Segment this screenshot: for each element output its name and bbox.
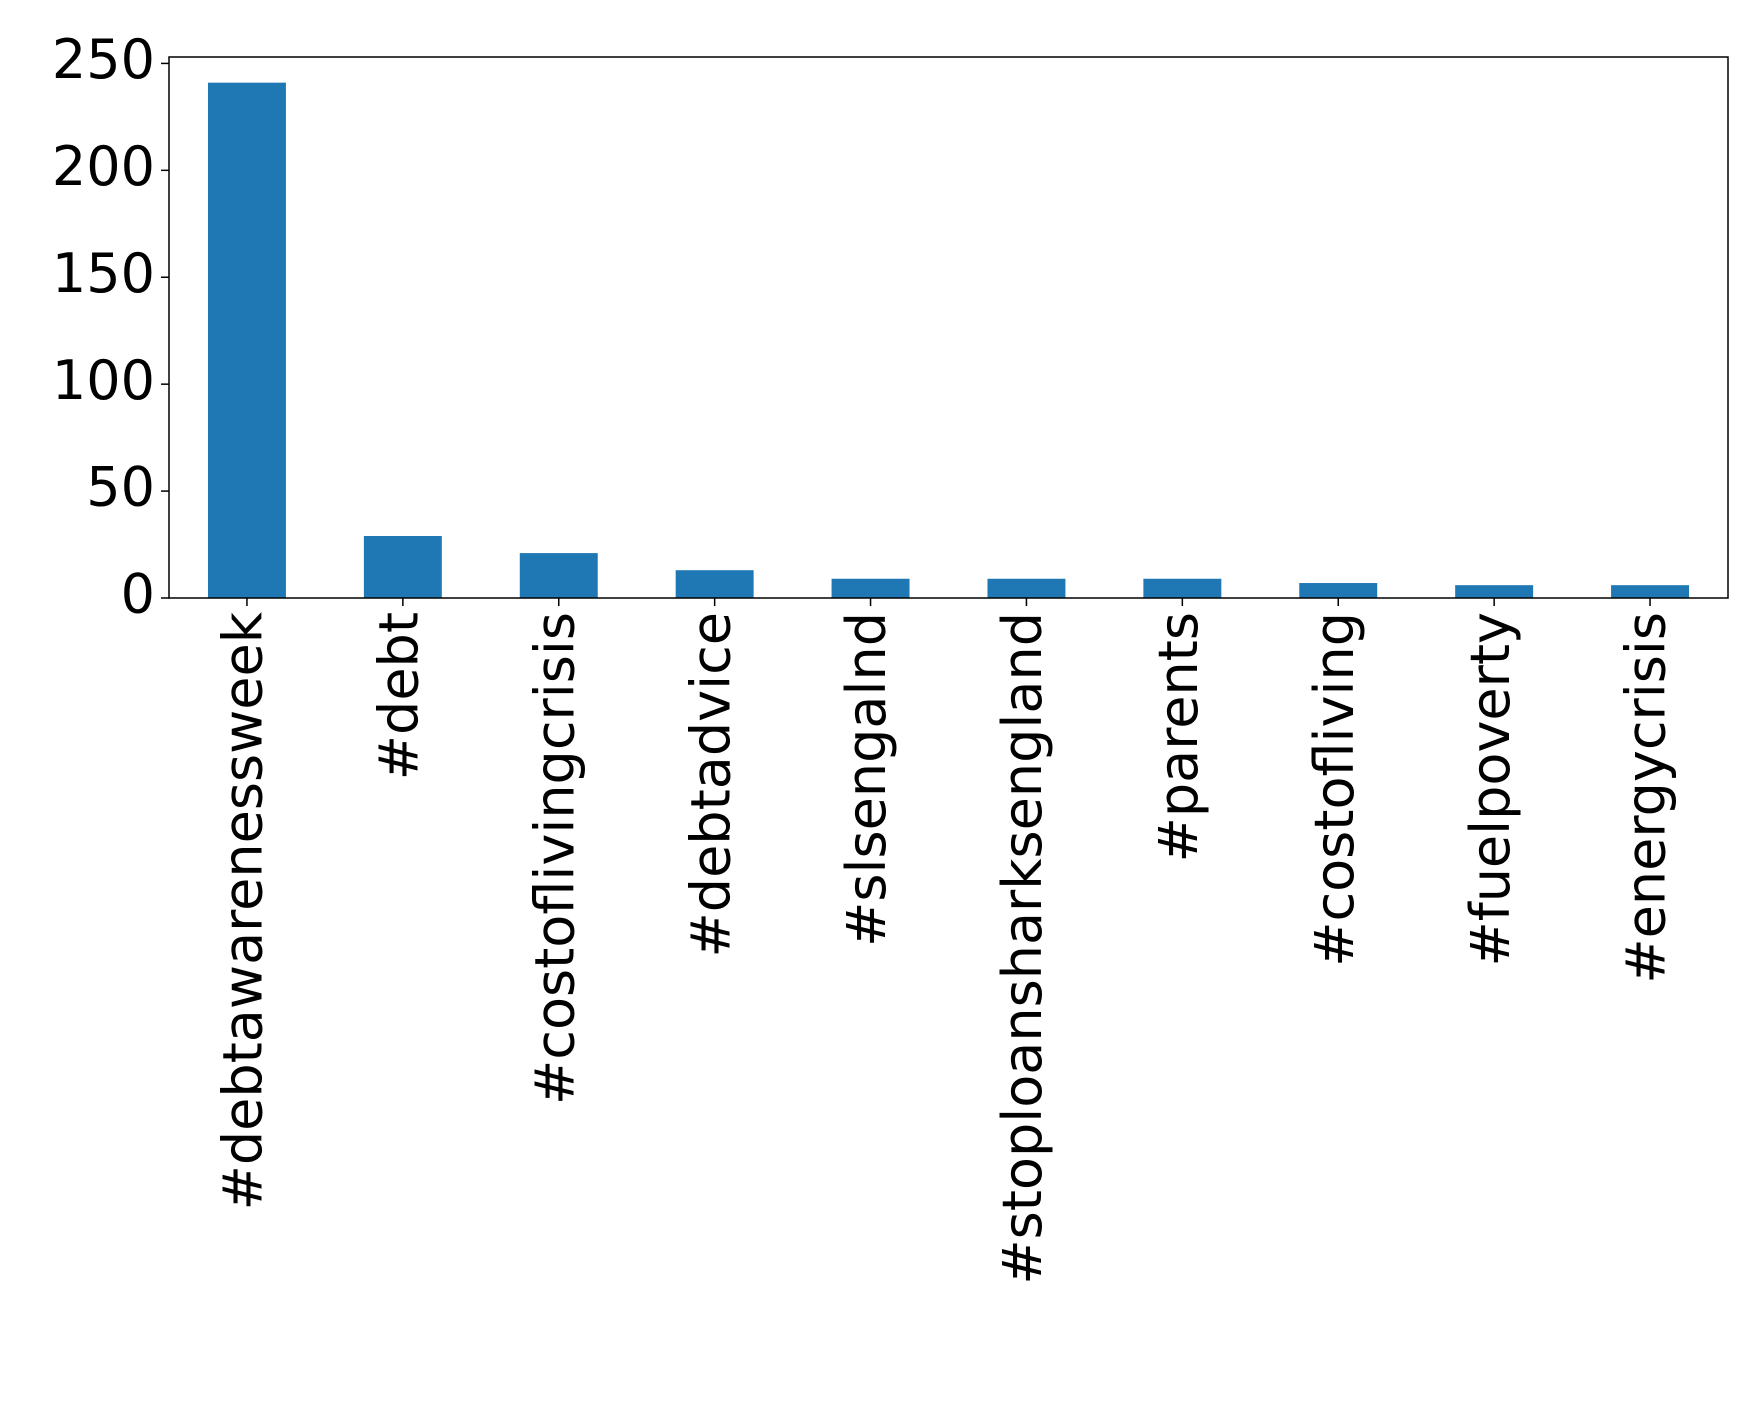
bar bbox=[1299, 583, 1378, 598]
x-tick-label: #costofliving bbox=[1303, 612, 1366, 967]
bar bbox=[207, 82, 286, 598]
y-tick-label: 100 bbox=[52, 349, 155, 412]
bar bbox=[831, 578, 910, 598]
y-tick-label: 150 bbox=[52, 242, 155, 305]
x-tick-label: #energycrisis bbox=[1615, 612, 1678, 984]
x-tick-label: #slsengalnd bbox=[835, 612, 898, 947]
x-tick-label: #debtawarenessweek bbox=[212, 611, 275, 1210]
bar bbox=[987, 578, 1066, 598]
x-tick-label: #debt bbox=[367, 612, 430, 780]
plot-frame bbox=[168, 56, 1729, 599]
bar bbox=[363, 535, 442, 598]
x-tick-label: #fuelpoverty bbox=[1459, 612, 1522, 967]
bar bbox=[1611, 585, 1690, 598]
bar bbox=[519, 553, 598, 598]
y-tick-label: 50 bbox=[86, 456, 155, 519]
y-tick-label: 0 bbox=[121, 563, 155, 626]
x-tick-label: #debtadvice bbox=[679, 612, 742, 957]
y-tick-label: 250 bbox=[52, 28, 155, 91]
x-tick-label: #costoflivingcrisis bbox=[523, 612, 586, 1105]
bar bbox=[675, 570, 754, 598]
x-tick-label: #stoploansharksengland bbox=[991, 612, 1054, 1285]
y-tick-label: 200 bbox=[52, 135, 155, 198]
bar bbox=[1455, 585, 1534, 598]
bar bbox=[1143, 578, 1222, 598]
x-tick-label: #parents bbox=[1147, 612, 1210, 862]
